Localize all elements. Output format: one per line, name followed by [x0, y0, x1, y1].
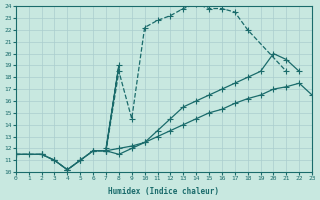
X-axis label: Humidex (Indice chaleur): Humidex (Indice chaleur) — [108, 187, 220, 196]
